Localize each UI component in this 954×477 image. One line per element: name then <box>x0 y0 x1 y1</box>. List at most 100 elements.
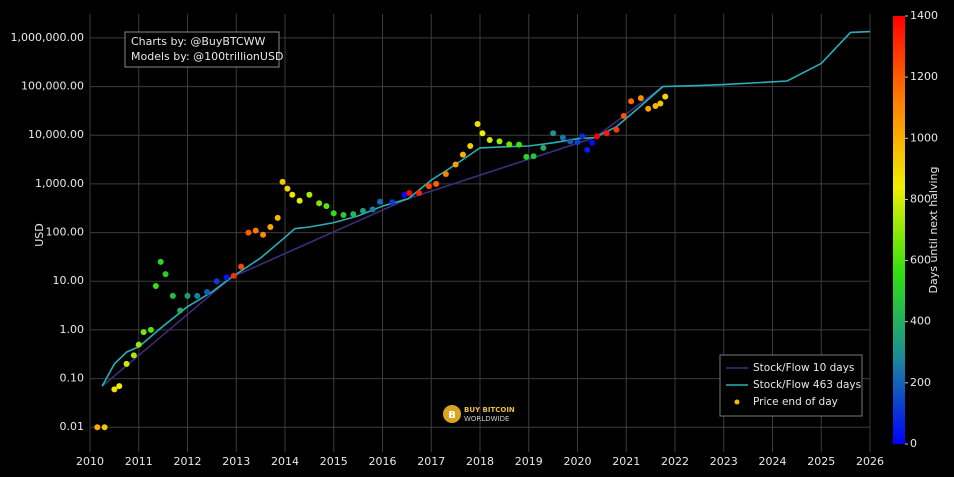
price-point <box>479 130 486 137</box>
price-point <box>559 134 566 141</box>
price-point <box>523 153 530 160</box>
price-point <box>530 153 537 160</box>
price-point <box>416 190 423 197</box>
y-tick-label: 1,000.00 <box>35 177 84 190</box>
price-point <box>177 307 184 314</box>
y-tick-label: 0.01 <box>60 420 85 433</box>
x-tick-label: 2023 <box>710 455 738 468</box>
legend-label: Stock/Flow 463 days <box>753 379 861 391</box>
price-point <box>116 383 123 390</box>
price-point <box>620 112 627 119</box>
legend-swatch <box>734 399 740 405</box>
x-tick-label: 2018 <box>466 455 494 468</box>
x-tick-label: 2011 <box>125 455 153 468</box>
logo-text: WORLDWIDE <box>464 415 509 423</box>
price-point <box>252 227 259 234</box>
price-point <box>377 198 384 205</box>
price-point <box>284 185 291 192</box>
price-point <box>135 341 142 348</box>
model-line <box>101 30 871 387</box>
price-point <box>330 210 337 217</box>
y-tick-label: 100,000.00 <box>21 80 84 93</box>
price-point <box>289 191 296 198</box>
x-tick-label: 2020 <box>564 455 592 468</box>
x-tick-label: 2019 <box>515 455 543 468</box>
price-point <box>162 271 169 278</box>
price-point <box>496 138 503 145</box>
price-point <box>540 144 547 151</box>
price-point <box>152 282 159 289</box>
price-point <box>662 93 669 100</box>
price-point <box>323 203 330 210</box>
price-point <box>628 98 635 105</box>
logo-text: BUY BITCOIN <box>464 406 515 414</box>
price-point <box>657 100 664 107</box>
price-point <box>213 278 220 285</box>
price-point <box>652 102 659 109</box>
price-point <box>111 386 118 393</box>
price-point <box>140 329 147 336</box>
x-tick-label: 2015 <box>320 455 348 468</box>
price-point <box>340 211 347 218</box>
x-tick-label: 2026 <box>856 455 884 468</box>
price-point <box>204 289 210 296</box>
x-tick-label: 2010 <box>76 455 104 468</box>
price-point <box>506 141 513 148</box>
price-point <box>223 274 230 281</box>
price-point <box>274 214 281 221</box>
price-point <box>589 139 596 146</box>
price-point <box>467 143 474 150</box>
legend-label: Stock/Flow 10 days <box>753 362 854 374</box>
price-point <box>389 199 396 206</box>
x-tick-label: 2017 <box>417 455 445 468</box>
logo-glyph: B <box>448 410 456 421</box>
price-point <box>567 138 574 145</box>
price-point <box>442 170 449 177</box>
colorbar-tick-label: 600 <box>910 254 931 267</box>
annotation: Charts by: @BuyBTCWW <box>131 35 266 48</box>
colorbar-tick-label: 1200 <box>910 70 938 83</box>
price-point <box>184 292 191 299</box>
price-point <box>245 229 252 236</box>
price-point <box>433 180 440 187</box>
price-point <box>584 146 591 153</box>
price-point <box>486 136 493 143</box>
y-axis-label: USD <box>33 223 46 247</box>
price-point <box>123 360 130 367</box>
colorbar-tick-label: 0 <box>910 437 917 450</box>
colorbar-label: Days until next halving <box>927 167 940 294</box>
price-point <box>474 121 481 128</box>
x-tick-label: 2024 <box>759 455 787 468</box>
y-tick-label: 10.00 <box>53 274 85 287</box>
price-point <box>406 190 413 197</box>
price-point <box>157 258 164 265</box>
x-tick-label: 2022 <box>661 455 689 468</box>
price-point <box>425 183 432 190</box>
logo-icon <box>443 405 461 423</box>
price-point <box>594 133 600 140</box>
price-point <box>579 133 586 140</box>
legend-label: Price end of day <box>753 396 838 408</box>
price-point <box>94 424 101 431</box>
price-point <box>101 424 108 431</box>
x-tick-label: 2014 <box>271 455 299 468</box>
price-point <box>459 151 466 158</box>
colorbar-tick-label: 800 <box>910 192 931 205</box>
x-tick-label: 2013 <box>222 455 250 468</box>
price-point <box>316 200 323 207</box>
price-point <box>401 191 408 198</box>
price-point <box>296 197 303 204</box>
price-point <box>279 178 286 185</box>
x-tick-label: 2016 <box>369 455 397 468</box>
price-point <box>194 292 201 299</box>
price-point <box>350 211 357 218</box>
price-point <box>267 224 274 231</box>
price-point <box>130 352 137 359</box>
price-point <box>613 126 620 133</box>
price-point <box>574 139 581 146</box>
colorbar-tick-label: 1400 <box>910 9 938 22</box>
y-tick-label: 1,000,000.00 <box>11 31 84 44</box>
colorbar <box>893 16 905 444</box>
price-point <box>230 272 237 279</box>
